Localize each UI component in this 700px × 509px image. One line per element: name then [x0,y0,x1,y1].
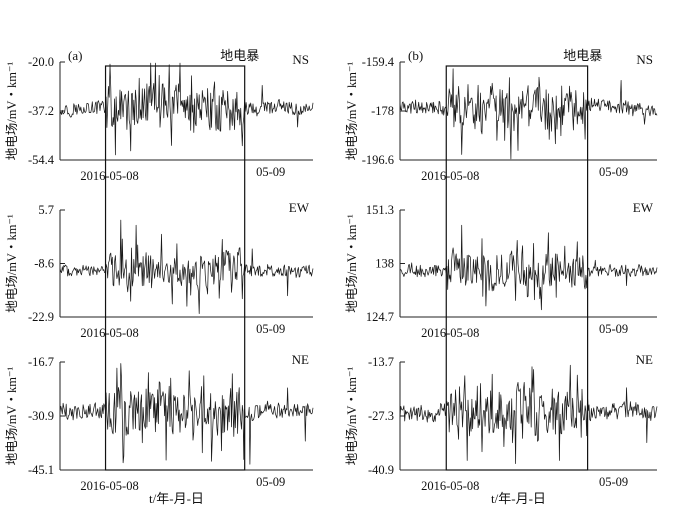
col1-panel-ne-ytick-label: -27.3 [368,409,394,423]
col1-panel-ns-ytick-label: -196.6 [362,153,394,167]
col1-storm-window [445,65,589,471]
col0-panel-tag: (a) [68,48,82,63]
col0-panel-ew-xtick-label: 2016-05-08 [80,326,138,340]
col0-xlabel: t/年-月-日 [149,491,204,506]
col1-panel-ne-ylabel: 地电场/mV・km⁻¹ [345,366,359,465]
col1-panel-ew-ytick-label: 124.7 [366,310,394,324]
col1-panel-ne-xtick-label: 05-09 [599,475,628,489]
col1-panel-ne-ytick-label: -13.7 [368,355,394,369]
col1-panel-ew-xtick-label: 05-09 [599,322,628,336]
col0-panel-ns-ylabel: 地电场/mV・km⁻¹ [5,61,19,160]
col1-panel-ns-xtick-label: 2016-05-08 [421,169,479,183]
col0-panel-ns-ytick-label: -54.4 [28,153,55,167]
col0-panel-ne-xtick-label: 05-09 [256,475,285,489]
col1-panel-ew-component-label: EW [633,200,654,215]
col0-panel-ns-ytick-label: -37.2 [28,104,54,118]
col0-panel-ne-ytick-label: -30.9 [28,409,54,423]
col0-panel-ns-xtick-label: 05-09 [256,165,285,179]
col0-panel-ne-ytick-label: -16.7 [28,355,54,369]
col1-panel-ew-series-line [399,224,658,311]
col0-panel-ew-ytick-label: -8.6 [34,257,54,271]
col1-panel-ns-ytick-label: -159.4 [362,55,395,69]
col0-panel-ns-series-line [59,62,314,156]
col0-storm-label: 地电暴 [220,48,259,63]
col0-panel-ew-ytick-label: -22.9 [28,310,54,324]
col0-panel-ne-series-line [59,363,314,465]
col0-panel-ew-ylabel: 地电场/mV・km⁻¹ [5,214,19,313]
col0-storm-window [104,65,246,471]
col0-panel-ne-component-label: NE [292,352,309,367]
col1-panel-ew-ytick-label: 151.3 [366,203,394,217]
col1-panel-ew-ylabel: 地电场/mV・km⁻¹ [345,214,359,313]
col1-panel-ns-series-line [399,68,658,160]
col1-panel-ns-xtick-label: 05-09 [599,165,628,179]
col0-panel-ne-ylabel: 地电场/mV・km⁻¹ [5,366,19,465]
col1-panel-ne-component-label: NE [636,352,653,367]
col1-panel-ne-xtick-label: 2016-05-08 [421,479,479,493]
col0-panel-ew-xtick-label: 05-09 [256,322,285,336]
col1-panel-ns-ytick-label: -178 [371,104,394,118]
col0-panel-ew-ytick-label: 5.7 [38,203,54,217]
col1-panel-ns-component-label: NS [636,52,653,67]
col0-panel-ns-ytick-label: -20.0 [28,55,54,69]
col0-panel-ne-xtick-label: 2016-05-08 [80,479,138,493]
col0-panel-ns-xtick-label: 2016-05-08 [80,169,138,183]
col1-panel-tag: (b) [408,48,423,63]
col1-panel-ne-ytick-label: -40.9 [368,463,394,477]
col1-panel-ns-ylabel: 地电场/mV・km⁻¹ [345,61,359,160]
col1-storm-label: 地电暴 [563,48,602,63]
col1-panel-ew-xtick-label: 2016-05-08 [421,326,479,340]
col0-panel-ns-component-label: NS [292,52,309,67]
col0-panel-ew-series-line [59,219,314,314]
col1-xlabel: t/年-月-日 [491,491,546,506]
col1-panel-ne-series-line [399,364,658,464]
col0-panel-ne-ytick-label: -45.1 [28,463,54,477]
col1-panel-ew-ytick-label: 138 [375,257,394,271]
col0-panel-ew-component-label: EW [289,200,310,215]
